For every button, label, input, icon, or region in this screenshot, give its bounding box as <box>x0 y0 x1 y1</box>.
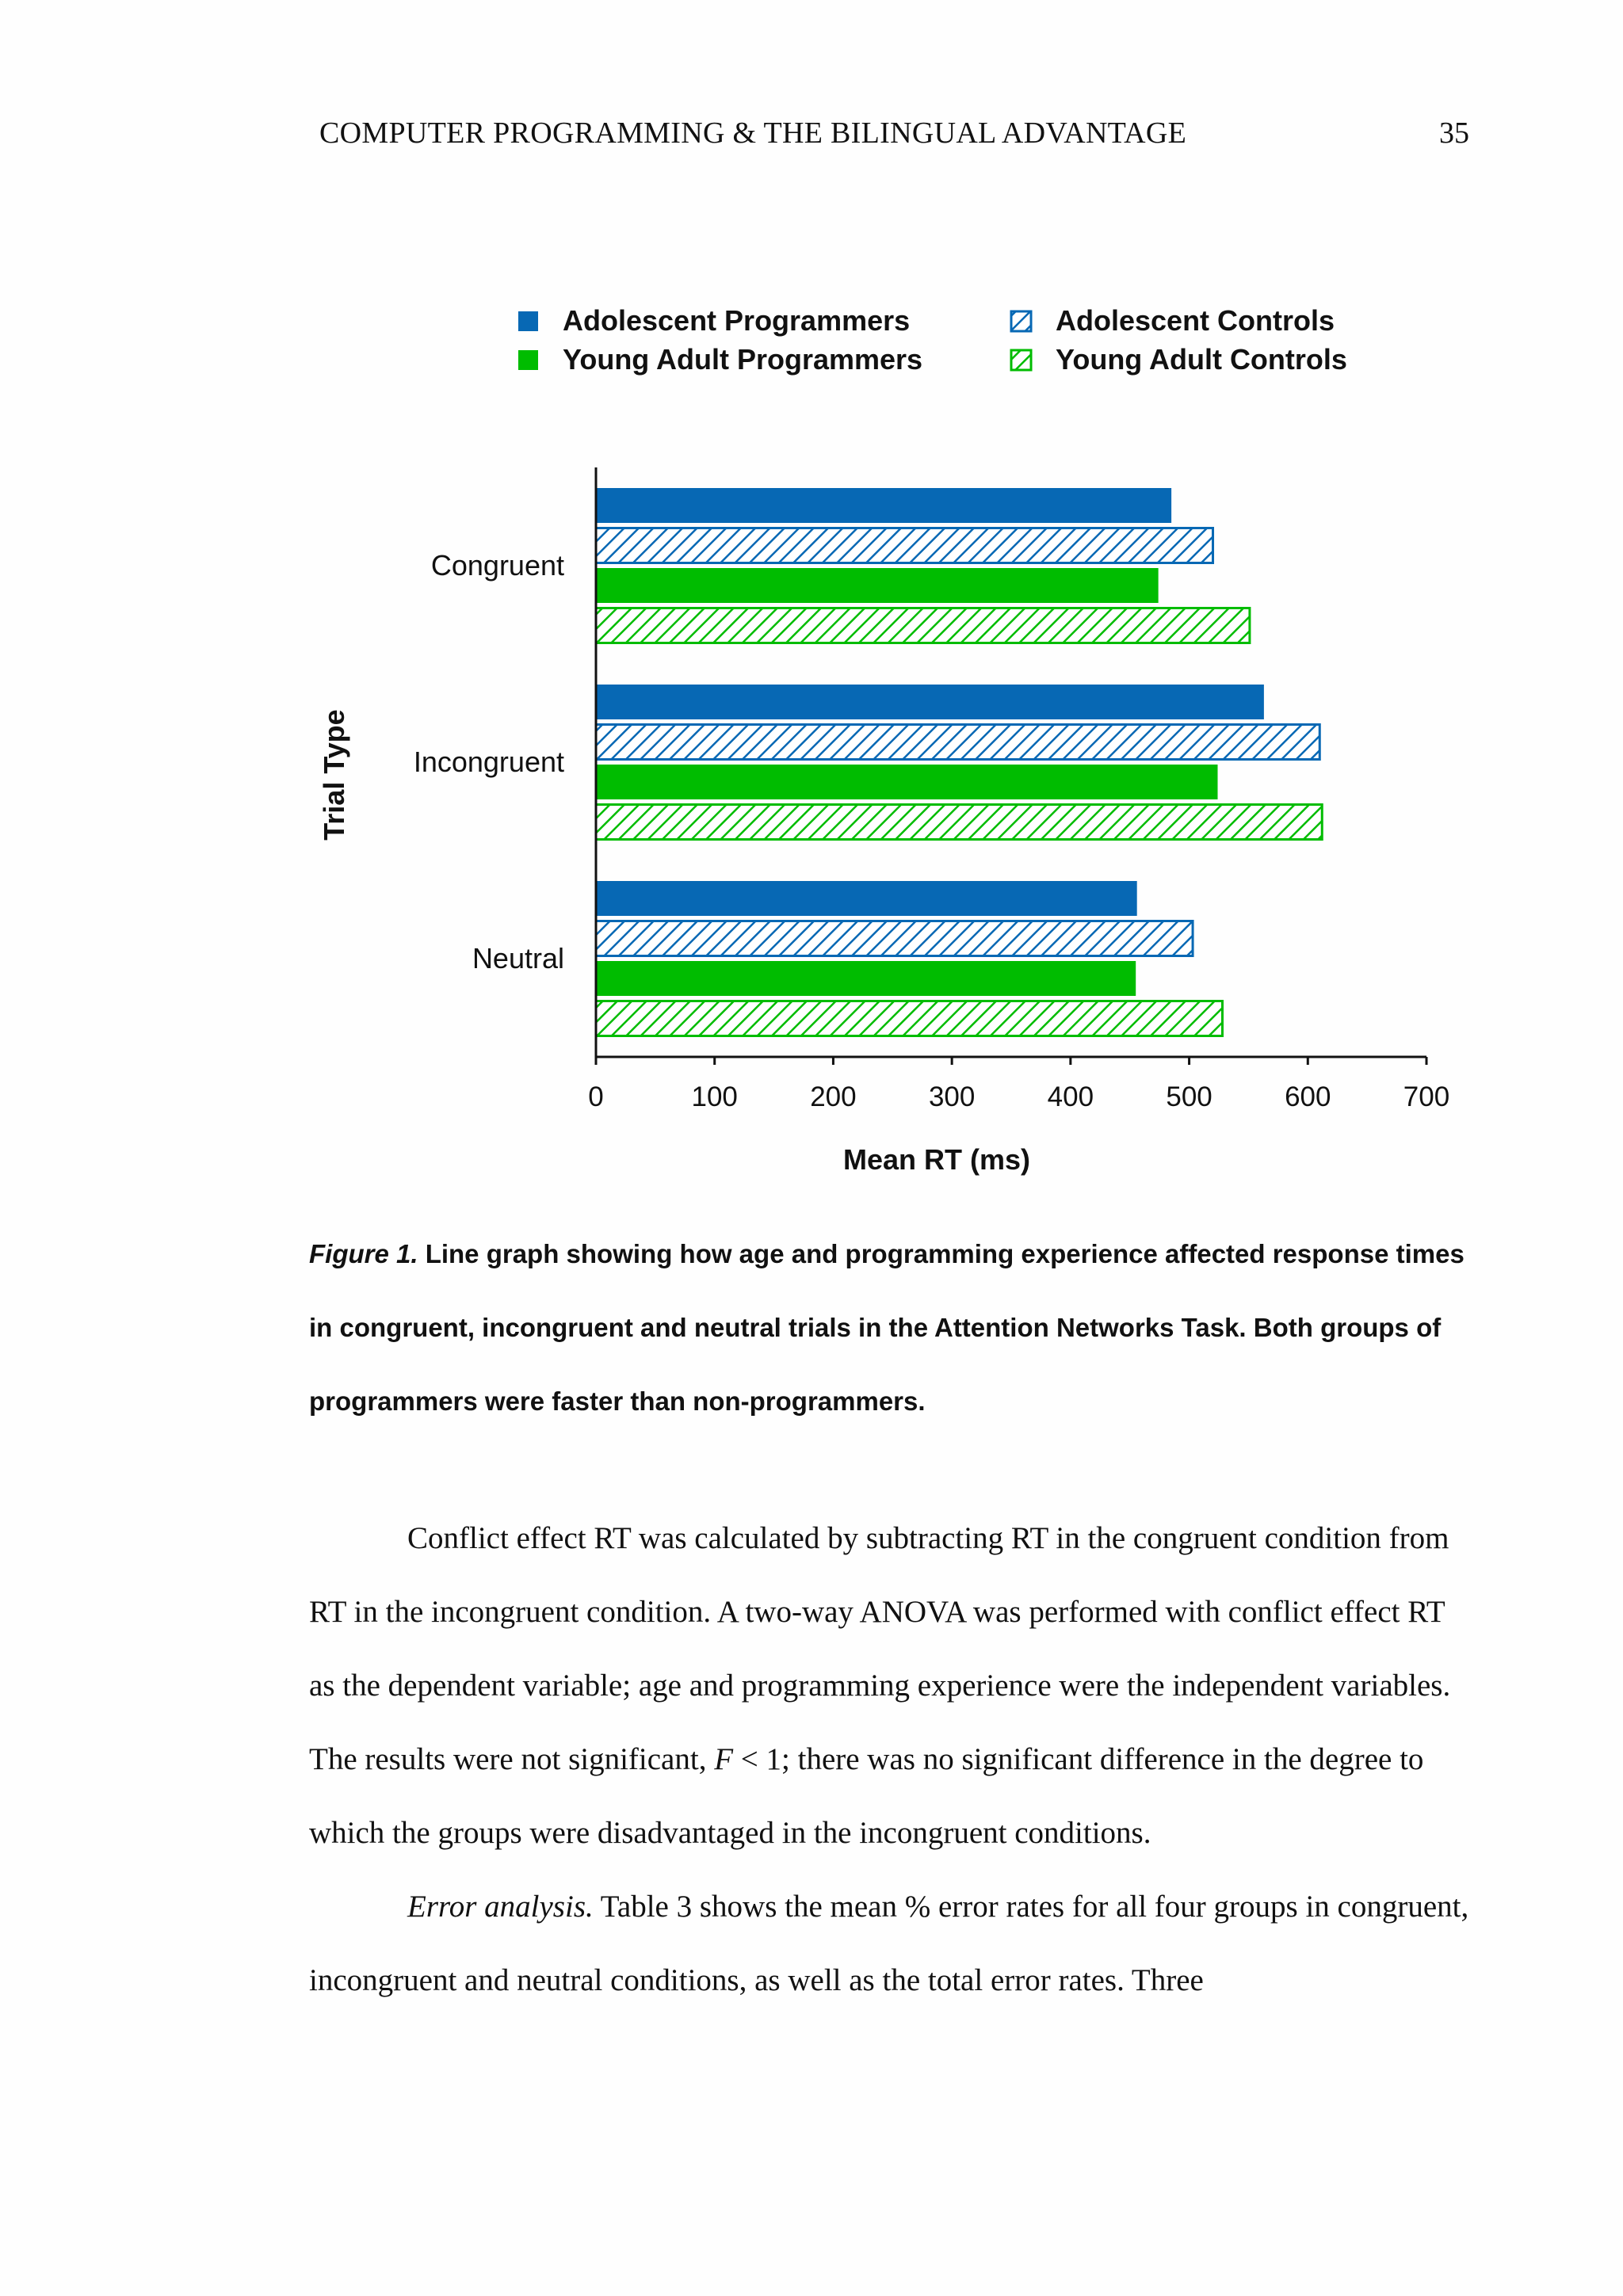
x-tick-label: 400 <box>1048 1081 1094 1112</box>
bar-neutral-young-adult-controls <box>594 1000 1224 1037</box>
paragraph-text-tail: < 1; there was no significant difference… <box>309 1742 1424 1850</box>
bars-group <box>594 488 1323 1037</box>
paragraph-error-analysis: Error analysis. Table 3 shows the mean %… <box>309 1870 1474 2017</box>
y-category-label: Neutral <box>472 942 564 974</box>
bar-congruent-adolescent-controls <box>594 527 1215 564</box>
bar-incongruent-young-adult-controls <box>594 803 1323 841</box>
x-tick-label: 700 <box>1403 1081 1449 1112</box>
bar-neutral-adolescent-controls <box>594 920 1194 957</box>
running-head: COMPUTER PROGRAMMING & THE BILINGUAL ADV… <box>319 116 1187 150</box>
caption-text: Line graph showing how age and programmi… <box>309 1239 1465 1416</box>
paragraph-text: Table 3 shows the mean % error rates for… <box>309 1890 1469 1997</box>
x-tick-label: 200 <box>810 1081 856 1112</box>
legend-label: Adolescent Programmers <box>563 304 910 337</box>
legend-swatch <box>518 350 538 370</box>
bar-congruent-young-adult-programmers <box>596 568 1159 603</box>
chart-axes: 0 100 200 300 400 500 600 700 Congruent Incongrue… <box>318 467 1449 1176</box>
bar-incongruent-adolescent-controls <box>594 723 1321 761</box>
legend-item-adolescent-controls: Adolescent Controls <box>1010 304 1335 337</box>
bar-incongruent-young-adult-programmers <box>596 765 1218 799</box>
y-category-label: Incongruent <box>414 746 564 778</box>
figure-caption: Figure 1. Line graph showing how age and… <box>309 1217 1466 1438</box>
body-text: Conflict effect RT was calculated by sub… <box>309 1501 1474 2017</box>
bar-incongruent-adolescent-programmers <box>596 685 1264 719</box>
x-axis-title: Mean RT (ms) <box>843 1143 1030 1176</box>
y-axis-title: Trial Type <box>318 709 350 840</box>
x-tick-label: 0 <box>588 1081 603 1112</box>
legend-label: Adolescent Controls <box>1056 304 1335 337</box>
bar-congruent-adolescent-programmers <box>596 488 1172 523</box>
legend-item-young-adult-controls: Young Adult Controls <box>1010 343 1347 376</box>
bar-neutral-adolescent-programmers <box>596 881 1137 916</box>
legend-item-young-adult-programmers: Young Adult Programmers <box>518 343 922 376</box>
x-tick-label: 100 <box>692 1081 738 1112</box>
bar-chart: Adolescent Programmers Adolescent Control… <box>318 304 1449 1176</box>
section-run-in-heading: Error analysis. <box>407 1890 594 1924</box>
legend-label: Young Adult Programmers <box>563 343 922 376</box>
bar-congruent-young-adult-controls <box>594 607 1251 644</box>
legend-label: Young Adult Controls <box>1056 343 1347 376</box>
legend-swatch <box>518 311 538 331</box>
paragraph-text: Conflict effect RT was calculated by sub… <box>309 1521 1451 1776</box>
x-tick-label: 500 <box>1166 1081 1212 1112</box>
x-tick-label: 300 <box>929 1081 975 1112</box>
x-tick-label: 600 <box>1285 1081 1331 1112</box>
legend-item-adolescent-programmers: Adolescent Programmers <box>518 304 910 337</box>
paragraph-conflict-effect: Conflict effect RT was calculated by sub… <box>309 1501 1474 1870</box>
legend-swatch <box>1010 310 1033 333</box>
figure-label: Figure 1. <box>309 1239 418 1268</box>
stat-symbol: F <box>714 1742 734 1776</box>
page-number: 35 <box>1439 116 1469 150</box>
legend-swatch <box>1010 349 1033 372</box>
chart-legend: Adolescent Programmers Adolescent Control… <box>518 304 1347 376</box>
bar-neutral-young-adult-programmers <box>596 961 1136 996</box>
y-category-label: Congruent <box>431 549 564 582</box>
